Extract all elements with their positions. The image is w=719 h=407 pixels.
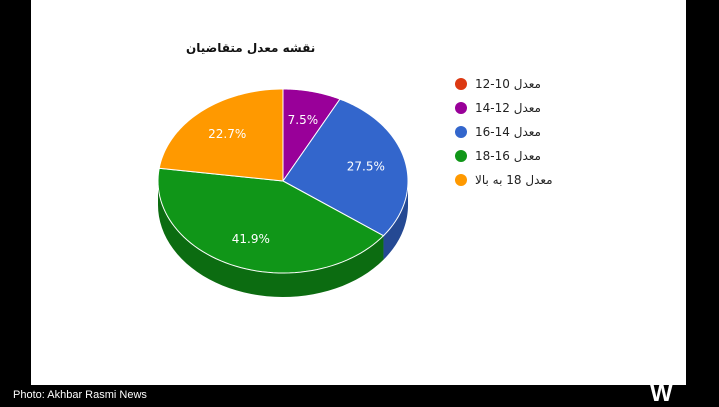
legend-label: معدل 12-14 [475, 101, 541, 115]
chart-canvas: نقشه معدل متقاضیان 7.5% 27.5% 41.9% 22.7% م… [31, 0, 686, 385]
legend-item: معدل 14-16 [455, 120, 625, 144]
pie-slice-side [158, 181, 384, 297]
pie-slice [282, 88, 341, 183]
legend-item: معدل 18 به بالا [455, 168, 625, 192]
legend: معدل 10-12 معدل 12-14 معدل 14-16 معدل 16… [455, 72, 625, 192]
photo-caption: Photo: Akhbar Rasmi News [13, 389, 147, 401]
legend-swatch [455, 174, 467, 186]
legend-swatch [455, 102, 467, 114]
pie-chart: 7.5% 27.5% 41.9% 22.7% [157, 88, 409, 297]
legend-swatch [455, 150, 467, 162]
pie-value-label: 22.7% [208, 127, 246, 141]
legend-item: معدل 12-14 [455, 96, 625, 120]
pie-slice-side [383, 181, 408, 260]
legend-swatch [455, 126, 467, 138]
legend-label: معدل 10-12 [475, 77, 541, 91]
pie-sides [158, 181, 408, 297]
chart-title: نقشه معدل متقاضیان [186, 41, 316, 55]
logo: W [650, 380, 673, 407]
legend-label: معدل 14-16 [475, 125, 541, 139]
pie-slice [157, 167, 385, 274]
pie-value-label: 7.5% [288, 113, 319, 127]
pie-slice [282, 98, 409, 237]
legend-item: معدل 16-18 [455, 144, 625, 168]
legend-item: معدل 10-12 [455, 72, 625, 96]
pie-value-label: 41.9% [232, 232, 270, 246]
legend-label: معدل 16-18 [475, 149, 541, 163]
legend-label: معدل 18 به بالا [475, 173, 553, 187]
legend-swatch [455, 78, 467, 90]
pie-slice [158, 88, 284, 182]
pie-value-label: 27.5% [347, 160, 385, 174]
